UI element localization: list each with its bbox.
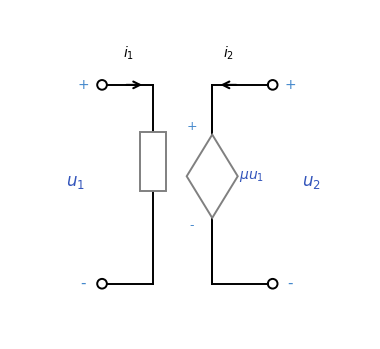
Text: $u_1$: $u_1$ [66,173,85,191]
Text: -: - [287,276,293,291]
Text: $\mu u_1$: $\mu u_1$ [239,169,264,184]
Polygon shape [187,135,238,218]
Text: +: + [78,78,89,92]
Text: -: - [190,220,194,232]
Text: $i_2$: $i_2$ [223,45,234,62]
Text: +: + [187,120,197,133]
Text: $i_1$: $i_1$ [124,45,135,62]
Bar [140,132,166,191]
Text: +: + [284,78,296,92]
Text: $u_2$: $u_2$ [302,173,321,191]
Text: -: - [81,276,86,291]
